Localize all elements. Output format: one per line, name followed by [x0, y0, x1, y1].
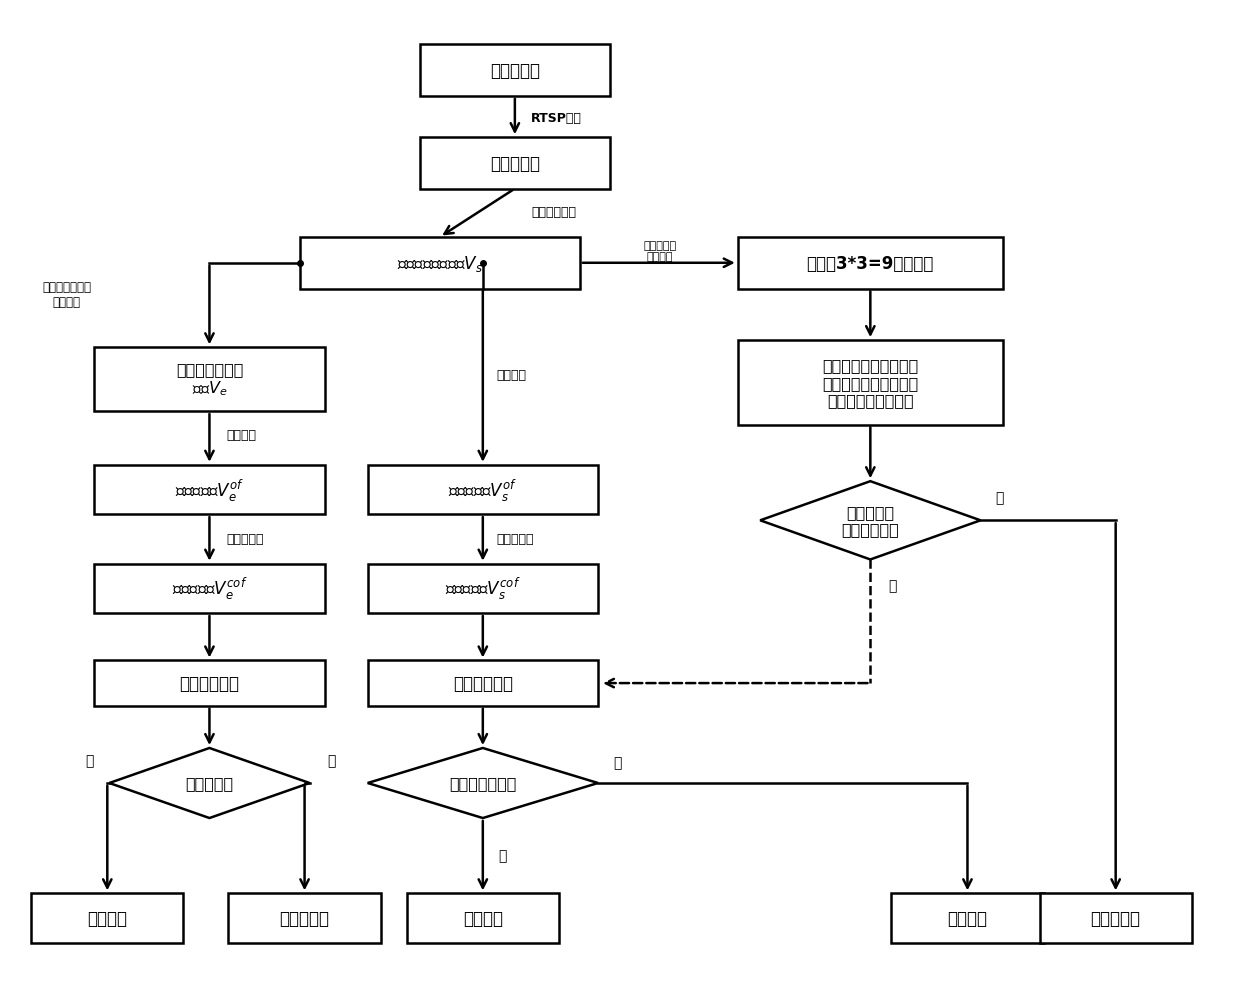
- Text: 光流帧序列$V_s^{cof}$: 光流帧序列$V_s^{cof}$: [445, 576, 521, 601]
- Text: 画面抖动: 画面抖动: [947, 909, 987, 927]
- Text: 时序特征提取: 时序特征提取: [180, 674, 239, 692]
- Text: 分割为3*3=9的子区域: 分割为3*3=9的子区域: [807, 254, 934, 272]
- Text: 否: 否: [996, 491, 1004, 505]
- Text: 时序特征提取: 时序特征提取: [453, 674, 513, 692]
- Text: 监控摄像机: 监控摄像机: [490, 62, 539, 80]
- Text: 基于相位的视频
运动放大: 基于相位的视频 运动放大: [42, 280, 92, 309]
- Polygon shape: [367, 748, 598, 818]
- Text: 是: 是: [888, 579, 897, 593]
- FancyBboxPatch shape: [892, 893, 1044, 943]
- FancyBboxPatch shape: [419, 138, 610, 189]
- Text: 画面无冻结: 画面无冻结: [279, 909, 330, 927]
- FancyBboxPatch shape: [738, 341, 1003, 425]
- Text: RTSP取流: RTSP取流: [531, 111, 582, 125]
- Text: 抖动子区域
数大于阈值？: 抖动子区域 数大于阈值？: [842, 505, 899, 537]
- FancyBboxPatch shape: [367, 465, 598, 515]
- Text: 待处理视频帧序列$V_s$: 待处理视频帧序列$V_s$: [397, 253, 482, 273]
- FancyBboxPatch shape: [94, 465, 325, 515]
- Text: 有效区域裁剪: 有效区域裁剪: [531, 205, 575, 219]
- FancyBboxPatch shape: [300, 238, 580, 289]
- Text: 光流帧序列$V_e^{cof}$: 光流帧序列$V_e^{cof}$: [171, 576, 247, 601]
- FancyBboxPatch shape: [367, 564, 598, 613]
- Text: 光流提取: 光流提取: [497, 368, 527, 382]
- FancyBboxPatch shape: [407, 893, 559, 943]
- Text: 伪色彩转换: 伪色彩转换: [497, 532, 534, 546]
- Text: 稠密光流场$V_s^{of}$: 稠密光流场$V_s^{of}$: [448, 477, 517, 503]
- Text: 非单一模式
抖动检测: 非单一模式 抖动检测: [644, 241, 676, 262]
- Text: 运动信息？: 运动信息？: [186, 776, 233, 791]
- FancyBboxPatch shape: [94, 348, 325, 412]
- Text: 否: 否: [86, 753, 93, 767]
- Text: 是: 是: [497, 849, 506, 863]
- Text: 伪色彩转换: 伪色彩转换: [227, 532, 264, 546]
- Text: 视频帧序列: 视频帧序列: [490, 155, 539, 173]
- Text: 是: 是: [327, 753, 336, 767]
- FancyBboxPatch shape: [228, 893, 381, 943]
- Text: 画面冻结: 画面冻结: [87, 909, 128, 927]
- FancyBboxPatch shape: [94, 661, 325, 706]
- Text: 对每一个区域进行灰度
投影与关键点检测计算
相邻帧各子区域位移: 对每一个区域进行灰度 投影与关键点检测计算 相邻帧各子区域位移: [822, 358, 919, 408]
- FancyBboxPatch shape: [94, 564, 325, 613]
- FancyBboxPatch shape: [1039, 893, 1192, 943]
- FancyBboxPatch shape: [367, 661, 598, 706]
- Text: 画面抖动: 画面抖动: [463, 909, 502, 927]
- FancyBboxPatch shape: [31, 893, 184, 943]
- Text: 画面无抖动: 画面无抖动: [1091, 909, 1141, 927]
- Text: 稠密光流场$V_e^{of}$: 稠密光流场$V_e^{of}$: [175, 477, 244, 503]
- Polygon shape: [109, 748, 310, 818]
- FancyBboxPatch shape: [419, 45, 610, 97]
- Text: 光流提取: 光流提取: [227, 429, 257, 442]
- FancyBboxPatch shape: [738, 238, 1003, 289]
- Text: 否: 否: [613, 755, 621, 770]
- Polygon shape: [760, 482, 981, 560]
- Text: 运动放大视频帧
序列$V_e$: 运动放大视频帧 序列$V_e$: [176, 362, 243, 398]
- Text: 单一模式抖动？: 单一模式抖动？: [449, 776, 517, 791]
